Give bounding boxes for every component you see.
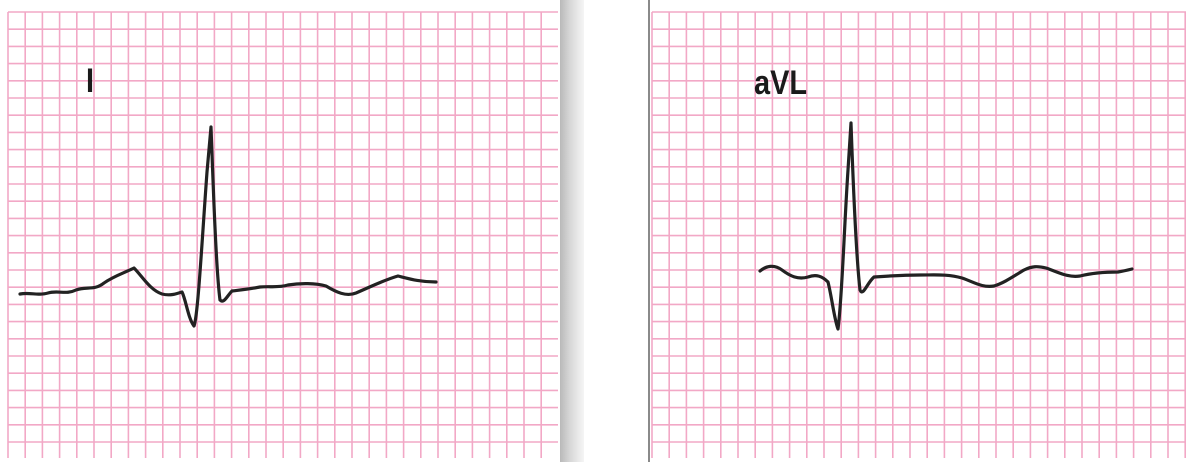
- panel-edge-line: [648, 0, 650, 462]
- ecg-grid-lead-i: [7, 11, 558, 458]
- lead-label-i: I: [86, 62, 95, 100]
- ecg-strip-lead-i: I: [0, 0, 560, 462]
- lead-label-avl: aVL: [754, 64, 808, 102]
- ecg-trace-lead-i: [18, 125, 438, 328]
- ecg-strip-lead-avl: aVL: [648, 0, 1188, 462]
- ecg-trace-lead-avl: [758, 121, 1134, 331]
- ecg-grid-lead-avl: [651, 11, 1187, 458]
- panel-divider: [560, 0, 584, 462]
